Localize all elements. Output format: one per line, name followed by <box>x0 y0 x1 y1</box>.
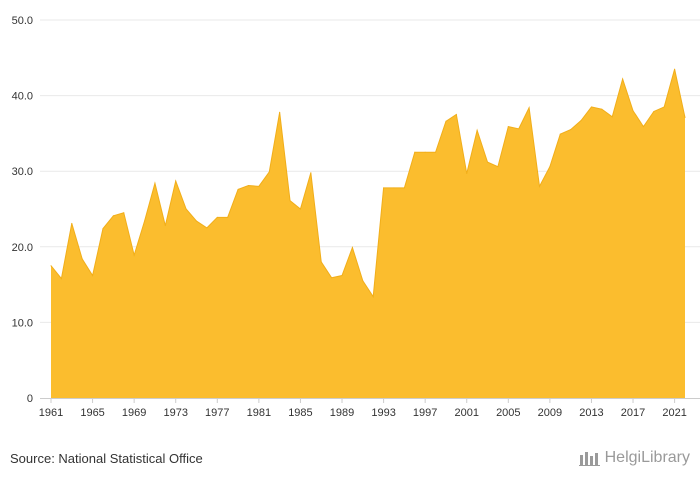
y-tick-label: 0 <box>27 393 33 405</box>
data-point <box>549 166 551 168</box>
data-point <box>559 133 561 135</box>
data-point <box>331 277 333 279</box>
data-point <box>674 68 676 70</box>
data-point <box>144 220 146 222</box>
data-point <box>487 161 489 163</box>
data-point <box>310 172 312 174</box>
area-chart: 0 10.0 20.0 30.0 40.0 50.0 1961 1965 1969 1973 197… <box>12 15 700 419</box>
x-tick-label: 2021 <box>662 407 686 419</box>
y-tick-label: 20.0 <box>12 242 33 254</box>
data-point <box>507 126 509 128</box>
axes: 0 10.0 20.0 30.0 40.0 50.0 1961 1965 1969 1973 197… <box>12 15 700 419</box>
data-point <box>112 215 114 217</box>
data-point <box>601 108 603 110</box>
data-point <box>71 222 73 224</box>
data-point <box>341 275 343 277</box>
x-tick-label: 2009 <box>538 407 562 419</box>
x-tick-label: 1977 <box>205 407 229 419</box>
data-point <box>102 228 104 230</box>
data-point <box>372 296 374 298</box>
x-tick-label: 1993 <box>371 407 395 419</box>
area-fill <box>51 69 685 398</box>
data-point <box>320 261 322 263</box>
data-point <box>684 117 686 119</box>
x-tick-label: 1997 <box>413 407 437 419</box>
data-point <box>653 110 655 112</box>
data-point <box>196 220 198 222</box>
x-tick-label: 1985 <box>288 407 312 419</box>
data-point <box>351 247 353 249</box>
x-tick-label: 2017 <box>621 407 645 419</box>
data-point <box>175 180 177 182</box>
data-point <box>185 208 187 210</box>
x-tick-label: 1981 <box>247 407 271 419</box>
data-point <box>237 188 239 190</box>
data-point <box>154 182 156 184</box>
area-series <box>50 68 686 398</box>
x-tick-label: 1973 <box>163 407 187 419</box>
x-tick-label: 1961 <box>39 407 63 419</box>
data-point <box>538 185 540 187</box>
data-point <box>299 208 301 210</box>
x-tick-label: 1989 <box>330 407 354 419</box>
data-point <box>268 171 270 173</box>
x-tick-label: 2013 <box>579 407 603 419</box>
data-point <box>92 275 94 277</box>
data-point <box>632 110 634 112</box>
data-point <box>663 106 665 108</box>
helgi-library-logo: HelgiLibrary <box>578 449 690 467</box>
y-tick-label: 30.0 <box>12 166 33 178</box>
data-point <box>455 114 457 115</box>
x-tick-label: 1965 <box>80 407 104 419</box>
data-point <box>60 278 62 280</box>
y-tick-label: 10.0 <box>12 317 33 329</box>
data-point <box>123 212 125 214</box>
data-point <box>435 151 437 153</box>
data-point <box>414 151 416 153</box>
data-point <box>570 129 572 131</box>
data-point <box>611 116 613 118</box>
library-icon <box>578 452 600 466</box>
series-line <box>50 69 686 299</box>
data-point <box>590 106 592 108</box>
data-point <box>206 227 208 229</box>
data-point <box>622 78 624 80</box>
data-point <box>466 172 468 174</box>
data-point <box>247 185 249 187</box>
x-tick-label: 1969 <box>122 407 146 419</box>
data-point <box>216 216 218 218</box>
data-point <box>476 129 478 131</box>
data-point <box>362 280 364 282</box>
data-point <box>289 200 291 202</box>
data-point <box>403 187 405 189</box>
data-point <box>133 254 135 256</box>
data-point <box>424 151 426 153</box>
data-point <box>518 128 520 130</box>
logo-text: HelgiLibrary <box>604 449 690 466</box>
data-point <box>383 187 385 189</box>
x-tick-label: 2001 <box>454 407 478 419</box>
y-tick-label: 50.0 <box>12 15 33 27</box>
data-point <box>497 166 499 168</box>
data-point <box>227 216 229 218</box>
data-point <box>528 107 530 109</box>
data-point <box>445 120 447 122</box>
data-point <box>258 185 260 187</box>
data-point <box>393 187 395 189</box>
x-tick-label: 2005 <box>496 407 520 419</box>
data-point <box>580 120 582 122</box>
data-point <box>164 225 166 227</box>
data-point <box>279 111 281 113</box>
source-label: Source: National Statistical Office <box>10 451 203 466</box>
data-point <box>642 126 644 128</box>
data-point <box>81 258 83 260</box>
data-point <box>50 265 52 267</box>
y-tick-label: 40.0 <box>12 91 33 103</box>
